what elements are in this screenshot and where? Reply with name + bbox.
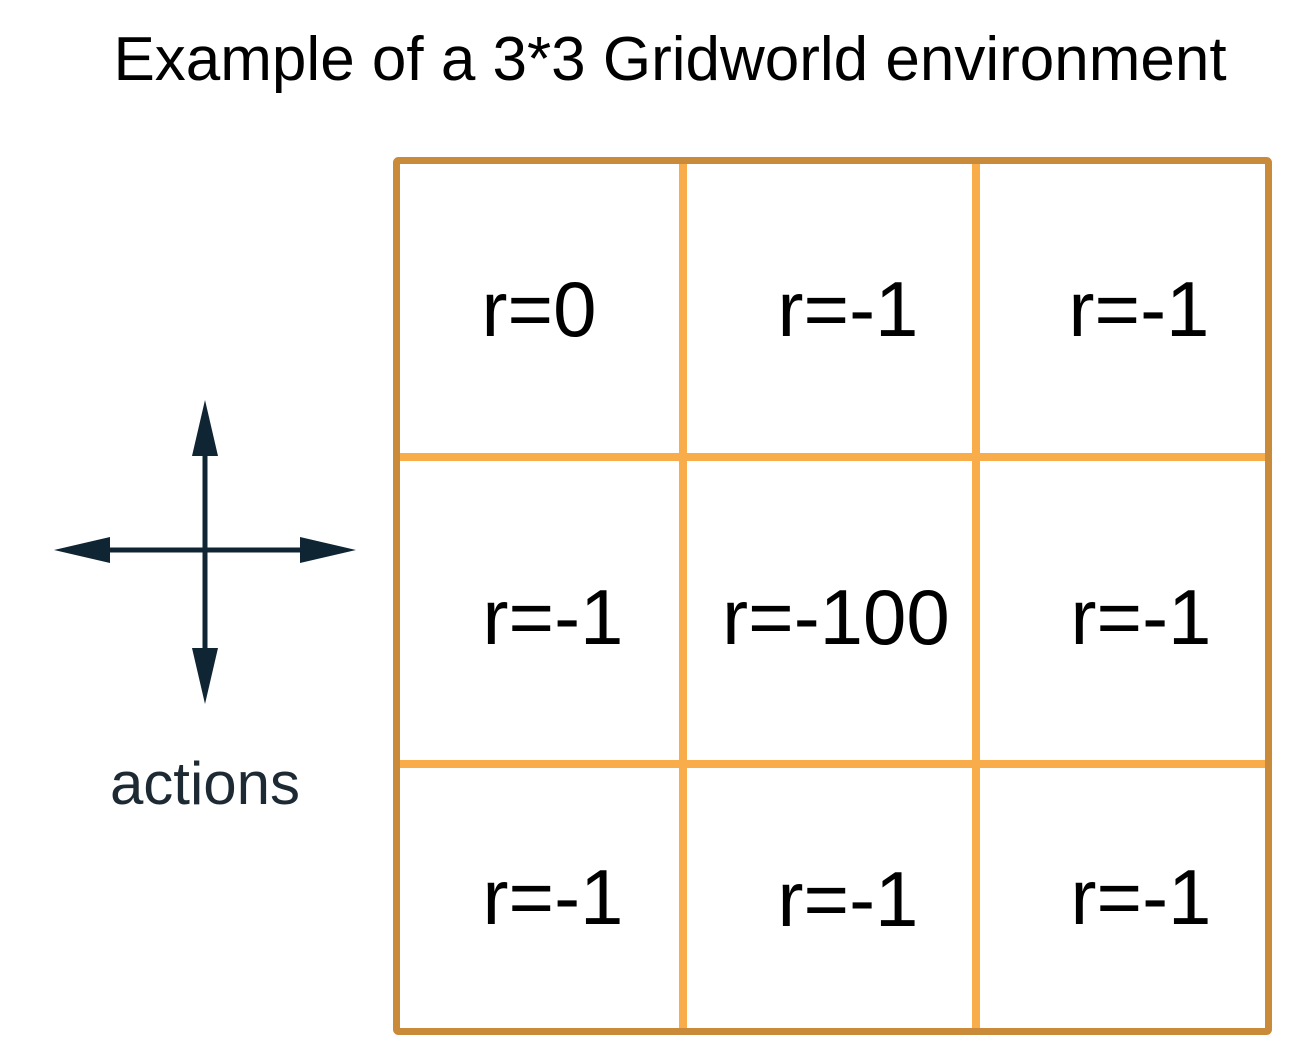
grid-cell: r=-1 (1068, 265, 1210, 353)
grid-cell: r=-1 (777, 855, 919, 943)
grid-cell: r=-1 (777, 265, 919, 353)
gridworld: r=0 r=-1 r=-1 r=-1 r=-100 r=-1 r=-1 r=-1… (393, 157, 1273, 1036)
grid-cell: r=-1 (1070, 853, 1212, 941)
grid-cell: r=-1 (482, 853, 624, 941)
grid-cell: r=0 (481, 265, 597, 353)
grid-border (393, 157, 1272, 1035)
diagram-title: Example of a 3*3 Gridworld environment (113, 25, 1227, 94)
grid-cell: r=-100 (722, 573, 950, 661)
grid-cell: r=-1 (482, 573, 624, 661)
actions-label: actions (109, 750, 301, 817)
grid-cell: r=-1 (1070, 573, 1212, 661)
grid-lines (393, 157, 1272, 1035)
four-way-arrows-icon (54, 400, 356, 704)
